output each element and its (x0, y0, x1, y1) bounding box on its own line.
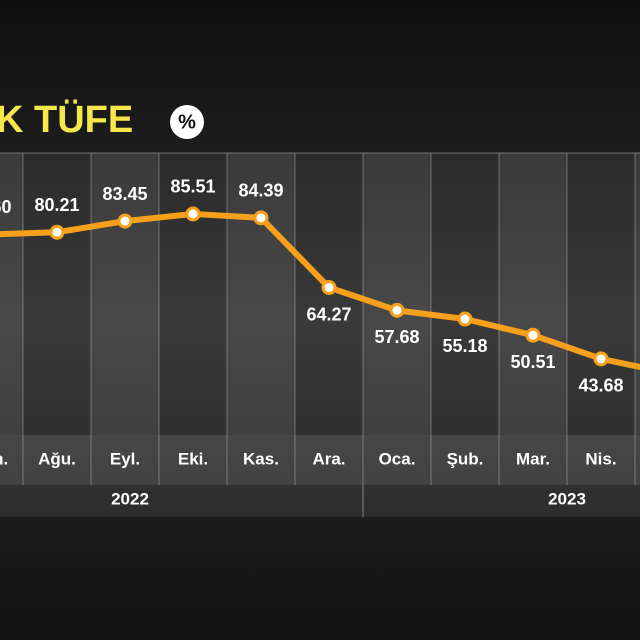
point (49, 224, 65, 240)
point (117, 213, 133, 229)
marks (0, 206, 640, 371)
column (635, 153, 640, 435)
value-label: 57.68 (374, 327, 419, 347)
x-tick-label: Kas. (243, 449, 279, 468)
x-tick-label: Oca. (379, 449, 416, 468)
unit-badge: % (178, 111, 196, 133)
column (499, 153, 567, 435)
chart-title: K TÜFE (0, 98, 133, 141)
column (567, 153, 635, 435)
year-label: 2023 (548, 489, 586, 508)
point (593, 351, 609, 367)
x-tick-label: Eki. (178, 449, 208, 468)
x-tick-label: Mar. (516, 449, 550, 468)
point (253, 210, 269, 226)
x-tick-label: Şub. (447, 449, 484, 468)
value-label: 50.51 (510, 352, 555, 372)
grid (0, 152, 640, 517)
value-label: 55.18 (442, 336, 487, 356)
x-tick-label: Eyl. (110, 449, 140, 468)
x-tick-label: Ara. (312, 449, 345, 468)
value-label: 83.45 (102, 184, 147, 204)
point (185, 206, 201, 222)
value-label: 79.60 (0, 197, 12, 217)
x-tick-label: Nis. (585, 449, 616, 468)
x-tick-label: Tem. (0, 449, 8, 468)
column (0, 153, 23, 435)
value-label: 84.39 (238, 181, 283, 201)
year-row (0, 485, 640, 517)
point (457, 311, 473, 327)
column (91, 153, 159, 435)
value-label: 85.51 (170, 177, 215, 197)
column (227, 153, 295, 435)
x-tick-label: Ağu. (38, 449, 76, 468)
point (389, 302, 405, 318)
badge (170, 105, 204, 139)
value-label: 43.68 (578, 376, 623, 396)
point (525, 327, 541, 343)
column (363, 153, 431, 435)
month-row (0, 435, 640, 485)
column (431, 153, 499, 435)
column (159, 153, 227, 435)
column (23, 153, 91, 435)
point (321, 280, 337, 296)
year-label: 2022 (111, 489, 149, 508)
value-label: 64.27 (306, 304, 351, 324)
value-label: 80.21 (34, 195, 79, 215)
